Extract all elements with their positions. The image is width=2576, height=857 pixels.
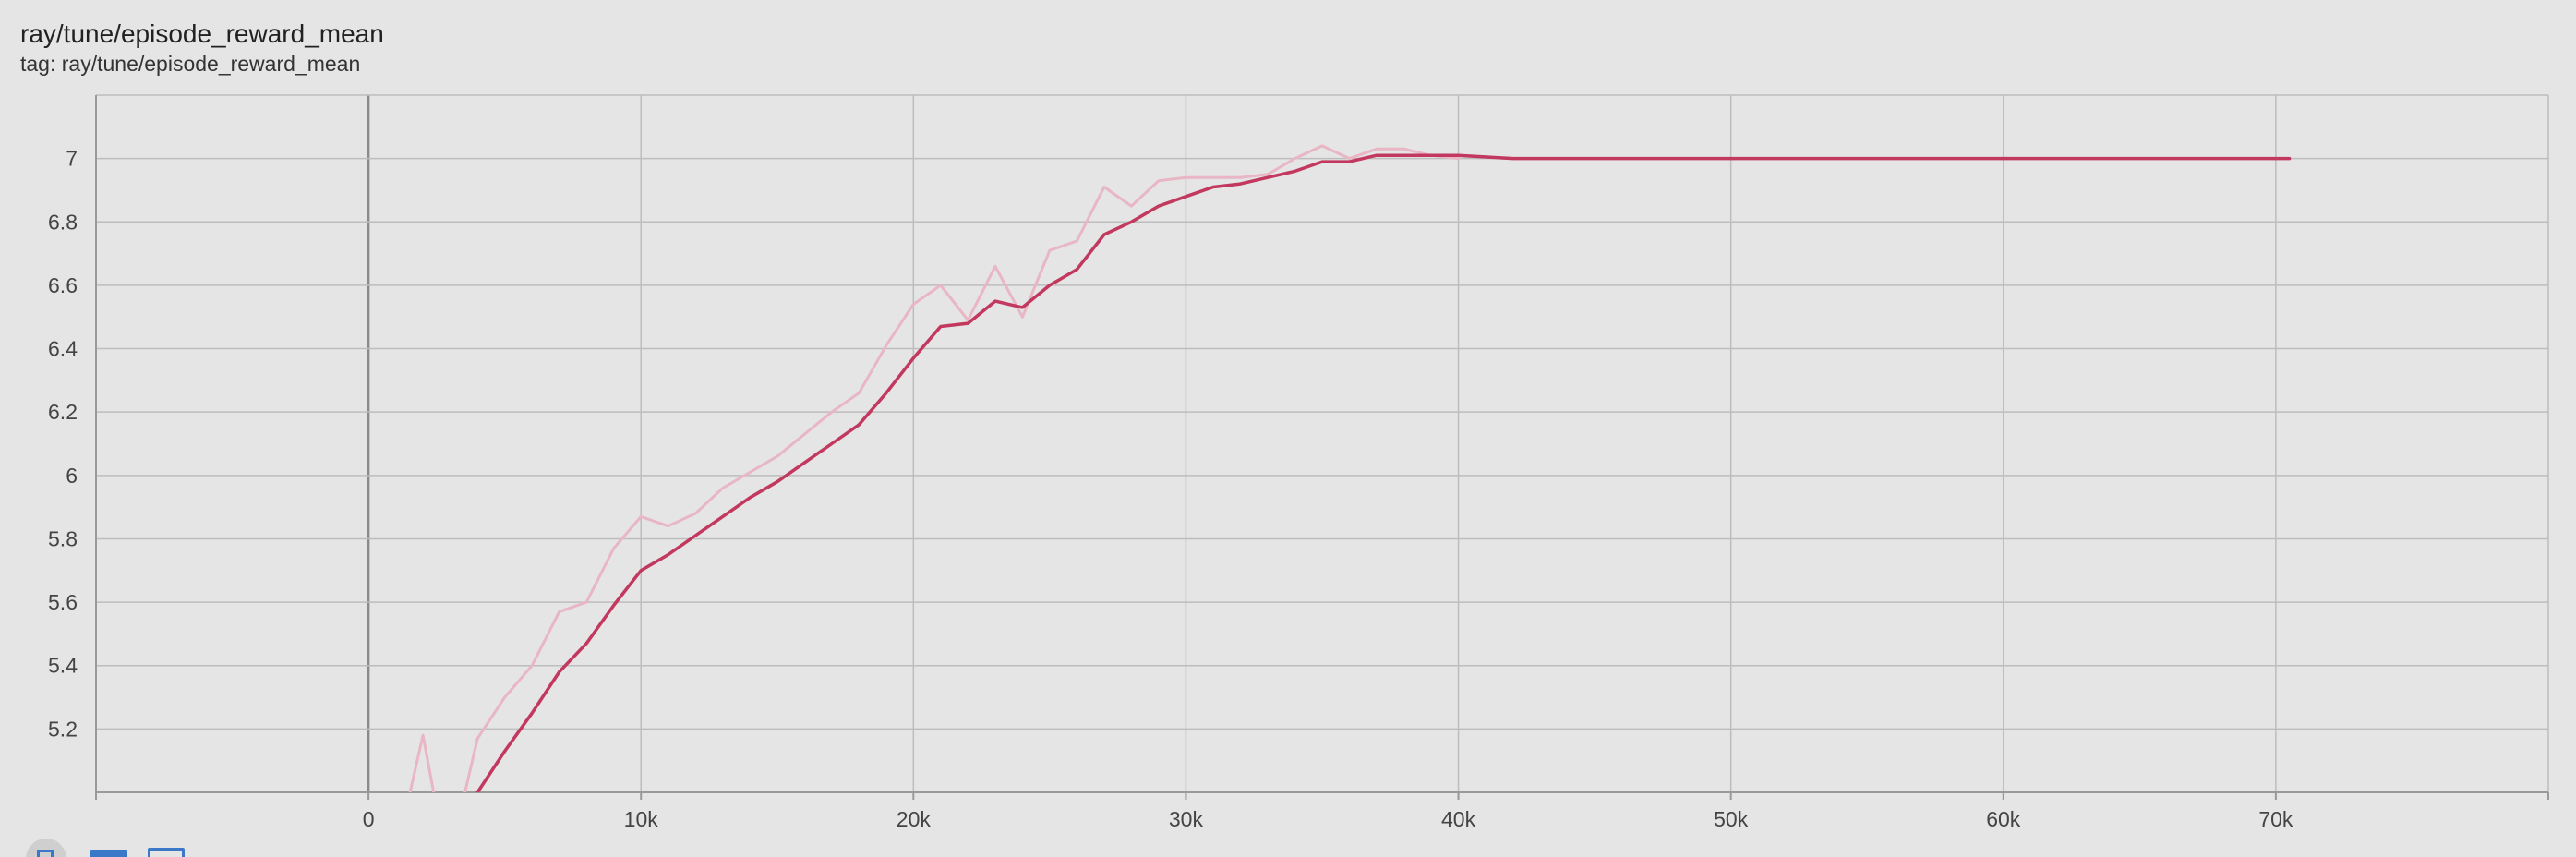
y-tick-label: 6.8 (48, 210, 78, 234)
chart-tag-subtitle: tag: ray/tune/episode_reward_mean (20, 52, 361, 76)
x-tick-label: 0 (363, 807, 375, 831)
x-tick-label: 10k (624, 807, 659, 831)
series-group (408, 144, 2292, 792)
series-line-raw (408, 144, 1461, 792)
axes (95, 95, 2549, 800)
fit-icon (37, 850, 54, 857)
y-tick-label: 5.4 (48, 654, 78, 678)
y-tick-label: 5.6 (48, 590, 78, 614)
vertical-gridlines (95, 95, 2549, 792)
y-tick-label: 6.2 (48, 400, 78, 424)
y-tick-label: 6.6 (48, 273, 78, 297)
x-tick-label: 50k (1714, 807, 1749, 831)
download-button[interactable] (148, 848, 185, 857)
x-tick-label: 60k (1986, 807, 2021, 831)
y-tick-label: 6.4 (48, 337, 78, 361)
y-tick-labels: 5.2 5.4 5.6 5.8 6 6.2 6.4 6.6 6.8 7 (48, 147, 78, 742)
x-tick-label: 70k (2258, 807, 2293, 831)
series-line-smoothed (475, 153, 2292, 792)
y-tick-label: 6 (66, 464, 78, 488)
y-tick-label: 7 (66, 147, 78, 171)
y-tick-label: 5.8 (48, 526, 78, 550)
x-tick-label: 30k (1169, 807, 1204, 831)
x-tick-label: 20k (897, 807, 932, 831)
horizontal-gridlines (96, 94, 2548, 730)
fit-domain-button[interactable] (26, 839, 66, 857)
x-tick-labels: 0 10k 20k 30k 40k 50k 60k 70k (363, 807, 2293, 831)
y-tick-label: 5.2 (48, 717, 78, 741)
log-scale-button[interactable] (90, 850, 127, 857)
x-tick-label: 40k (1441, 807, 1476, 831)
chart-title: ray/tune/episode_reward_mean (20, 19, 384, 48)
